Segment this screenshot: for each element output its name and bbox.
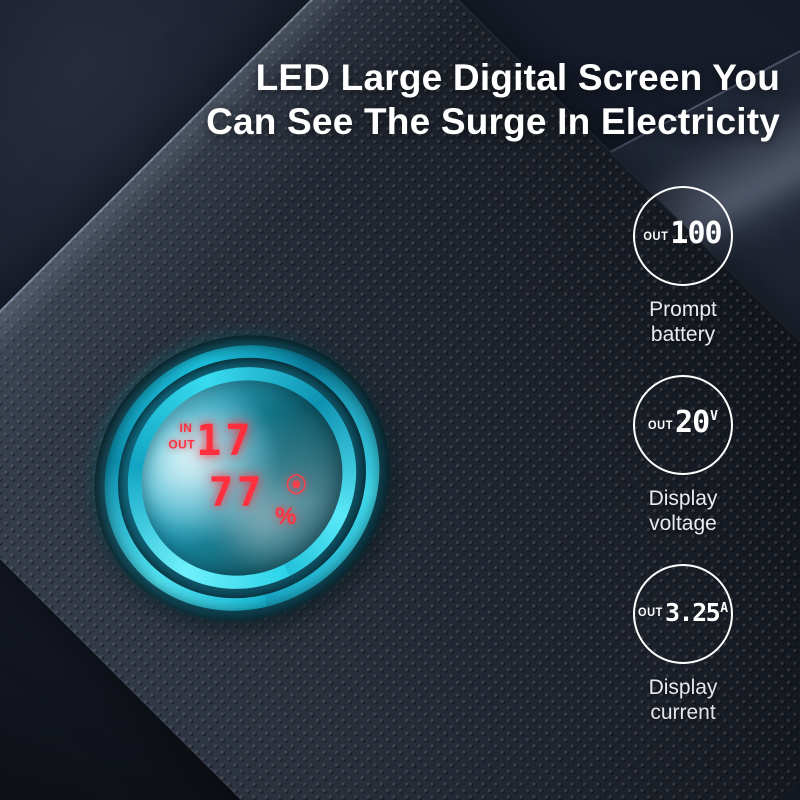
led-value-bottom: 77 <box>208 468 265 516</box>
badge-value-battery: 100 <box>670 216 722 251</box>
badge-caption-battery-line1: Prompt <box>649 298 717 321</box>
badge-readout-battery: OUT 100 <box>643 219 722 249</box>
badge-caption-battery-line2: battery <box>650 323 716 346</box>
headline-line-2: Can See The Surge In Electricity <box>206 101 780 142</box>
feature-prompt-battery: OUT 100 Prompt battery <box>633 186 733 347</box>
headline-line-1: LED Large Digital Screen You <box>255 57 780 98</box>
badge-circle-battery: OUT 100 <box>633 186 733 286</box>
badge-value-current: 3.25 <box>664 597 721 627</box>
badge-unit-current: A <box>720 600 729 616</box>
badge-prefix-voltage: OUT <box>648 419 674 433</box>
feature-display-voltage: OUT 20 V Display voltage <box>633 375 733 536</box>
badge-value-voltage: 20 <box>675 405 710 440</box>
feature-display-current: OUT 3.25 A Display current <box>633 564 733 725</box>
badge-readout-current: OUT 3.25 A <box>638 600 728 625</box>
badge-unit-voltage: V <box>710 409 718 424</box>
badge-caption-voltage: Display voltage <box>649 486 718 536</box>
badge-prefix-battery: OUT <box>643 230 669 244</box>
badge-caption-battery: Prompt battery <box>649 297 717 347</box>
badge-circle-current: OUT 3.25 A <box>633 564 733 664</box>
badge-caption-current: Display current <box>649 675 718 725</box>
led-label-in: IN <box>179 420 193 435</box>
badge-circle-voltage: OUT 20 V <box>633 375 733 475</box>
page-title: LED Large Digital Screen You Can See The… <box>180 56 780 144</box>
led-percent-symbol: % <box>275 501 297 530</box>
badge-caption-voltage-line2: voltage <box>649 512 717 535</box>
led-wave-icon: ⦿ <box>286 473 307 497</box>
badge-prefix-current: OUT <box>637 606 663 619</box>
badge-caption-current-line2: current <box>650 701 716 724</box>
led-value-top: 17 <box>195 415 255 466</box>
badge-caption-voltage-line1: Display <box>648 487 718 510</box>
led-label-out: OUT <box>168 437 196 452</box>
badge-readout-voltage: OUT 20 V <box>648 408 718 438</box>
badge-caption-current-line1: Display <box>648 676 718 699</box>
led-readout: IN OUT 17 77 ⦿ % <box>148 390 336 567</box>
feature-badge-list: OUT 100 Prompt battery OUT 20 V Display <box>588 186 778 725</box>
